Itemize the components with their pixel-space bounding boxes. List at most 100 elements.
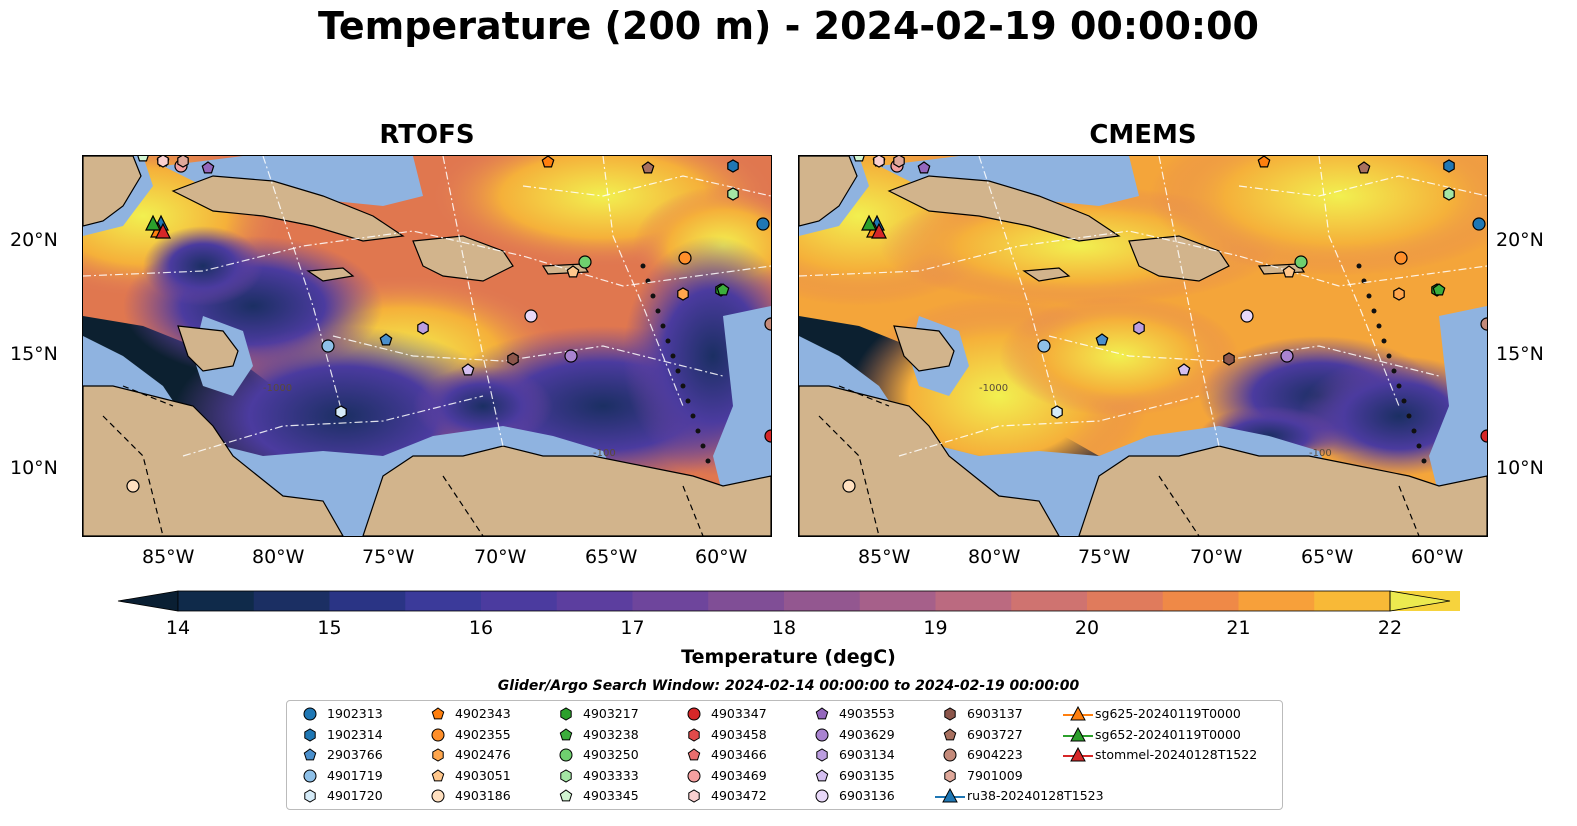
lat-label-20n-right: 20°N <box>1496 229 1544 251</box>
float-4902355 <box>678 251 692 265</box>
legend-marker-icon <box>560 768 572 783</box>
float-4903345 <box>853 156 865 162</box>
legend-marker-icon <box>1063 706 1093 721</box>
country-border <box>1398 485 1420 536</box>
landmass <box>1128 235 1230 282</box>
colorbar-tick-label: 19 <box>923 617 948 639</box>
float-1902313 <box>756 217 770 231</box>
float-4903250 <box>1294 255 1308 269</box>
float-6903134 <box>417 321 429 335</box>
island <box>1396 383 1402 389</box>
legend-marker-icon <box>935 788 965 803</box>
legend-label: 4901720 <box>327 788 383 803</box>
float-6903135 <box>461 363 475 376</box>
cool-anomaly <box>143 226 263 306</box>
continental-shelf <box>163 156 423 206</box>
lon-label-60w-right: 60°W <box>1411 546 1464 568</box>
legend-label: 4903466 <box>711 747 767 762</box>
island <box>705 458 711 464</box>
colorbar <box>117 590 1460 612</box>
colorbar-tick-label: 15 <box>317 617 342 639</box>
legend-label: sg625-20240119T0000 <box>1095 706 1241 721</box>
legend-label: 6903135 <box>839 767 895 783</box>
float-4901719 <box>1037 339 1051 353</box>
country-border <box>442 475 484 536</box>
landmass <box>177 325 239 372</box>
float-4903051 <box>1282 265 1296 278</box>
float-6903727 <box>641 161 655 174</box>
island <box>1406 413 1412 419</box>
colorbar-tick-label: 14 <box>165 617 191 639</box>
eez-boundary <box>1048 335 1440 377</box>
legend-label: 4902476 <box>455 747 511 762</box>
legend-marker-icon <box>943 727 957 740</box>
lat-label-10n-right: 10°N <box>1496 457 1544 479</box>
legend-label: 4903238 <box>583 726 639 742</box>
legend-marker-icon <box>815 728 829 741</box>
colorbar-segment <box>1314 591 1391 611</box>
island <box>685 398 691 404</box>
lon-label-70w-left: 70°W <box>474 546 527 568</box>
legend-marker-icon <box>943 748 957 762</box>
landmass <box>799 156 858 227</box>
legend-label: 6903136 <box>839 788 895 803</box>
colorbar-extend-low <box>117 590 179 612</box>
country-border <box>682 485 704 536</box>
colorbar-tick-label: 16 <box>468 617 494 639</box>
legend-label: 7901009 <box>967 767 1023 783</box>
island <box>1401 398 1407 404</box>
legend-marker-icon <box>815 707 829 720</box>
legend-marker-icon <box>431 789 445 803</box>
eez-boundary <box>799 230 1487 287</box>
colorbar-label: Temperature (degC) <box>681 646 896 668</box>
legend-marker-icon <box>1063 747 1093 762</box>
legend-marker-icon <box>431 728 445 741</box>
float-4903629 <box>564 349 578 363</box>
float-6903135 <box>1177 363 1191 376</box>
island <box>1421 458 1427 464</box>
lon-label-70w-right: 70°W <box>1190 546 1243 568</box>
island <box>660 323 666 329</box>
legend-marker-icon <box>560 707 572 721</box>
country-border <box>1158 475 1200 536</box>
eez-boundary <box>442 156 504 447</box>
float-4903333 <box>727 187 739 201</box>
float-4901719 <box>321 339 335 353</box>
lon-label-85w-left: 85°W <box>142 546 195 568</box>
float-7901009 <box>893 156 905 168</box>
colorbar-segment <box>1238 591 1315 611</box>
float-4903051 <box>566 265 580 278</box>
legend-label: 4903553 <box>839 706 895 721</box>
map-rtofs: -1000 -100 <box>83 156 771 536</box>
colorbar-segment <box>405 591 482 611</box>
lat-label-15n-right: 15°N <box>1496 343 1544 365</box>
float-stommel-20240128T1522 <box>155 222 171 239</box>
legend-marker-icon <box>431 707 445 720</box>
legend-marker-icon <box>688 789 700 803</box>
legend-marker-icon <box>687 769 701 782</box>
legend-label: ru38-20240128T1523 <box>967 788 1104 803</box>
lon-label-75w-right: 75°W <box>1078 546 1131 568</box>
island <box>1416 443 1422 449</box>
island <box>1371 308 1377 314</box>
float-4902476 <box>677 287 689 301</box>
country-border <box>102 415 164 536</box>
island <box>665 338 671 344</box>
legend-marker-icon <box>944 768 956 783</box>
lon-label-75w-left: 75°W <box>362 546 415 568</box>
float-1902313 <box>1472 217 1486 231</box>
legend-marker-icon <box>1063 726 1093 741</box>
colorbar-segment <box>1087 591 1164 611</box>
legend-label: 6903137 <box>967 706 1023 721</box>
lon-label-65w-right: 65°W <box>1301 546 1354 568</box>
legend-label: 4903629 <box>839 726 895 742</box>
float-2903766 <box>379 333 393 346</box>
country-border <box>122 385 174 407</box>
eez-boundary <box>262 156 344 417</box>
legend-marker-icon <box>559 748 573 762</box>
legend-label: 4903458 <box>711 726 767 742</box>
landmass <box>1022 267 1071 282</box>
map-panel-rtofs: -1000 -100 <box>82 155 772 537</box>
eez-boundary <box>1238 175 1487 197</box>
legend-label: 1902314 <box>327 726 383 742</box>
